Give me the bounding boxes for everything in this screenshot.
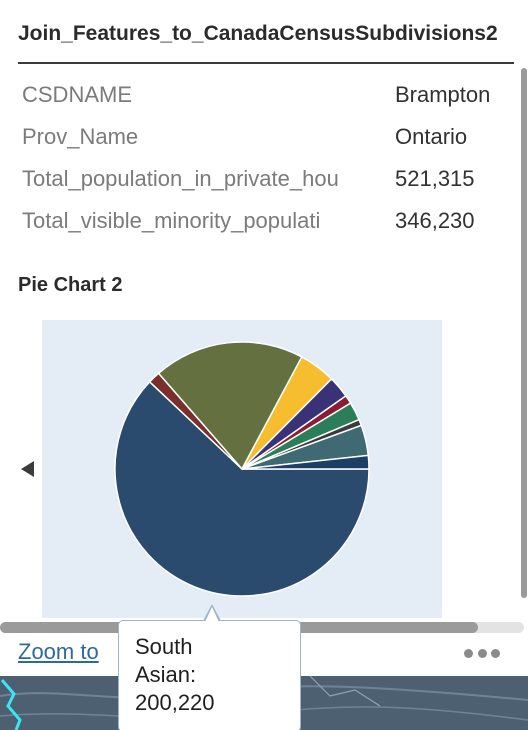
pie-slice[interactable] xyxy=(157,341,303,471)
attribute-key: Total_population_in_private_hou xyxy=(22,166,339,191)
more-horizontal-icon[interactable] xyxy=(464,646,500,660)
attribute-row: Total_population_in_private_hou 521,315 xyxy=(22,166,502,196)
attribute-row: Prov_Name Ontario xyxy=(22,124,502,154)
attribute-value: 346,230 xyxy=(395,208,475,233)
attribute-key: CSDNAME xyxy=(22,82,133,107)
attribute-row: CSDNAME Brampton xyxy=(22,82,502,112)
chart-title: Pie Chart 2 xyxy=(18,274,123,296)
attribute-value: 521,315 xyxy=(395,166,475,191)
pie-chart-svg xyxy=(114,341,370,597)
vertical-scrollbar[interactable] xyxy=(521,68,527,598)
dot xyxy=(491,648,500,658)
popup-title: Join_Features_to_CanadaCensusSubdivision… xyxy=(18,22,498,45)
attribute-key: Prov_Name xyxy=(22,124,139,149)
tooltip-line: 200,220 xyxy=(135,690,215,715)
attribute-row: Total_visible_minority_populati 346,230 xyxy=(22,208,502,238)
tooltip-pointer-fill xyxy=(205,607,219,622)
tooltip-line: South xyxy=(135,634,193,659)
attribute-value: Brampton xyxy=(395,82,491,107)
zoom-to-link[interactable]: Zoom to xyxy=(18,639,99,664)
chart-tooltip: South Asian: 200,220 xyxy=(118,620,301,730)
previous-media-icon[interactable] xyxy=(16,458,38,480)
feature-popup: Join_Features_to_CanadaCensusSubdivision… xyxy=(0,0,528,676)
pie-chart xyxy=(42,320,442,618)
title-divider xyxy=(18,62,514,64)
attribute-key: Total_visible_minority_populati xyxy=(22,208,321,233)
dot xyxy=(464,648,473,658)
pie-slice[interactable] xyxy=(241,454,370,470)
tooltip-line: Asian: xyxy=(135,662,197,687)
attribute-value: Ontario xyxy=(395,124,468,149)
dot xyxy=(477,648,487,658)
pie-slice[interactable] xyxy=(114,380,370,597)
